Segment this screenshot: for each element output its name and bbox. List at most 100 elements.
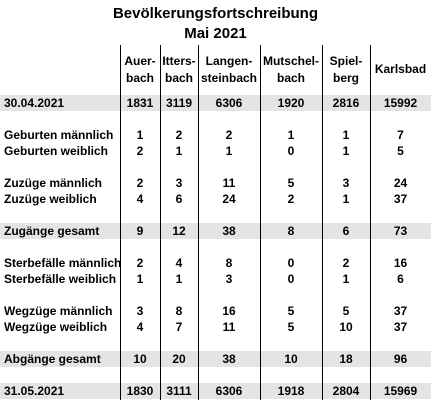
value-cell: 37: [393, 320, 408, 334]
value-cell: 3: [136, 304, 144, 318]
column-header: Mutschel-: [262, 54, 319, 68]
row-label: Zuzüge weiblich: [4, 192, 97, 206]
value-cell: 1: [175, 144, 183, 158]
column-header: berg: [332, 71, 359, 85]
row-shading: [0, 95, 431, 111]
value-cell: 1: [225, 144, 233, 158]
value-cell: 2: [136, 256, 144, 270]
column-border: [120, 45, 121, 400]
value-cell: 4: [136, 192, 144, 206]
title: Mai 2021: [184, 25, 247, 42]
value-cell: 3119: [165, 96, 193, 110]
value-cell: 3111: [166, 384, 192, 398]
value-cell: 6306: [215, 384, 243, 398]
value-cell: 5: [287, 304, 295, 318]
value-cell: 2: [175, 128, 183, 142]
value-cell: 11: [222, 320, 236, 334]
row-shading: [0, 351, 431, 367]
value-cell: 1: [136, 272, 144, 286]
value-cell: 5: [397, 144, 404, 158]
value-cell: 1918: [277, 384, 305, 398]
column-header: Karlsbad: [374, 62, 427, 76]
value-cell: 5: [287, 320, 295, 334]
value-cell: 10: [339, 320, 353, 334]
value-cell: 1920: [277, 96, 305, 110]
value-cell: 4: [175, 256, 183, 270]
value-cell: 6: [342, 224, 350, 238]
value-cell: 2: [342, 256, 350, 270]
value-cell: 8: [175, 304, 183, 318]
value-cell: 37: [393, 304, 408, 318]
value-cell: 2804: [332, 384, 360, 398]
column-border: [260, 45, 261, 400]
value-cell: 7: [397, 128, 404, 142]
column-header: Itters-: [162, 54, 196, 68]
value-cell: 5: [287, 176, 295, 190]
value-cell: 1: [342, 144, 350, 158]
row-label: Sterbefälle weiblich: [4, 272, 117, 286]
value-cell: 2: [136, 144, 144, 158]
column-header: Langen-: [205, 54, 253, 68]
value-cell: 96: [393, 352, 408, 366]
value-cell: 20: [172, 352, 186, 366]
value-cell: 0: [287, 144, 295, 158]
value-cell: 3: [175, 176, 183, 190]
column-header: Spiel-: [329, 54, 363, 68]
value-cell: 16: [393, 256, 408, 270]
value-cell: 6: [175, 192, 183, 206]
value-cell: 6: [397, 272, 404, 286]
row-label: 31.05.2021: [4, 384, 65, 398]
row-shading: [0, 223, 431, 239]
value-cell: 24: [222, 192, 236, 206]
row-label: Sterbefälle männlich: [4, 256, 122, 270]
row-label: Geburten weiblich: [4, 144, 109, 158]
column-border: [198, 45, 199, 400]
value-cell: 4: [136, 320, 144, 334]
value-cell: 6306: [215, 96, 243, 110]
value-cell: 38: [222, 224, 236, 238]
row-label: Wegzüge weiblich: [4, 320, 108, 334]
value-cell: 10: [133, 352, 147, 366]
value-cell: 1: [342, 128, 350, 142]
value-cell: 7: [175, 320, 183, 334]
row-label: 30.04.2021: [4, 96, 65, 110]
value-cell: 1: [342, 272, 350, 286]
value-cell: 3: [225, 272, 233, 286]
column-header: bach: [276, 71, 305, 85]
value-cell: 8: [225, 256, 233, 270]
value-cell: 2816: [332, 96, 360, 110]
column-header: steinbach: [200, 71, 257, 85]
value-cell: 8: [287, 224, 295, 238]
value-cell: 16: [222, 304, 236, 318]
column-border: [322, 45, 323, 400]
value-cell: 12: [172, 224, 186, 238]
value-cell: 2: [136, 176, 144, 190]
value-cell: 10: [284, 352, 298, 366]
row-label: Geburten männlich: [4, 128, 114, 142]
value-cell: 2: [225, 128, 233, 142]
value-cell: 2: [287, 192, 295, 206]
value-cell: 1: [342, 192, 350, 206]
column-header: bach: [125, 71, 154, 85]
row-label: Zuzüge männlich: [4, 176, 103, 190]
value-cell: 11: [222, 176, 236, 190]
column-header: bach: [164, 71, 193, 85]
column-header: Auer-: [124, 54, 156, 68]
value-cell: 38: [222, 352, 236, 366]
value-cell: 1830: [126, 384, 154, 398]
value-cell: 0: [287, 256, 295, 270]
value-cell: 9: [136, 224, 144, 238]
row-label: Wegzüge männlich: [4, 304, 113, 318]
value-cell: 15992: [383, 96, 418, 110]
value-cell: 0: [287, 272, 295, 286]
value-cell: 37: [393, 192, 408, 206]
value-cell: 1831: [126, 96, 154, 110]
value-cell: 1: [175, 272, 183, 286]
row-label: Abgänge gesamt: [4, 352, 101, 366]
value-cell: 3: [342, 176, 350, 190]
value-cell: 73: [393, 224, 408, 238]
value-cell: 18: [339, 352, 353, 366]
value-cell: 1: [136, 128, 144, 142]
title: Bevölkerungsfortschreibung: [112, 5, 319, 22]
